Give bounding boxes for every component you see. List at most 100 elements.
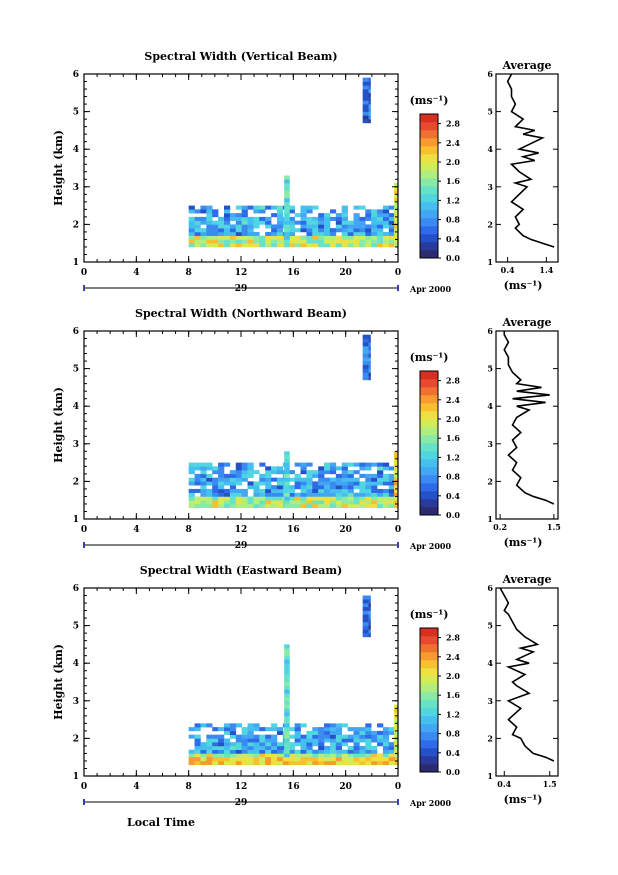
- heatmap-cell: [362, 107, 369, 112]
- heatmap-cell: [200, 470, 207, 475]
- heatmap-cell: [271, 231, 278, 236]
- heatmap-cell: [329, 481, 337, 486]
- heatmap-cell: [353, 239, 360, 244]
- colorbar-tick-label: 2.4: [446, 652, 460, 662]
- heatmap-cell: [324, 216, 331, 221]
- heatmap-cell: [253, 760, 260, 766]
- heatmap-cell: [329, 503, 337, 509]
- heatmap-cell: [362, 96, 369, 101]
- x-tick-label: 0: [395, 782, 401, 792]
- heatmap-cell: [271, 723, 278, 728]
- heatmap-cell: [324, 496, 331, 501]
- colorbar-tick-label: 1.2: [446, 709, 460, 719]
- heatmap-cell: [212, 213, 219, 218]
- heatmap-cell: [371, 216, 378, 221]
- heatmap-cell: [382, 760, 390, 766]
- heatmap-cell: [253, 209, 260, 214]
- heatmap-cell: [253, 745, 260, 750]
- heatmap-cell: [394, 727, 399, 732]
- heatmap-cell: [206, 760, 213, 766]
- heatmap-cell: [329, 216, 337, 221]
- heatmap-cell: [253, 470, 260, 475]
- heatmap-cell: [306, 757, 313, 762]
- heatmap-cell: [394, 458, 399, 463]
- heatmap-cell: [218, 757, 225, 762]
- heatmap-cell: [318, 745, 325, 750]
- heatmap-cell: [294, 228, 301, 233]
- heatmap-cell: [371, 481, 378, 486]
- heatmap-cell: [359, 220, 366, 225]
- heatmap-cell: [265, 734, 272, 739]
- heatmap-cell: [368, 618, 371, 623]
- heatmap-cell: [341, 231, 348, 236]
- heatmap-cell: [362, 361, 369, 366]
- heatmap-cell: [382, 745, 390, 750]
- x-tick-label: 20: [339, 525, 352, 535]
- heatmap-cell: [276, 220, 284, 225]
- heatmap-cell: [353, 760, 360, 766]
- heatmap-cell: [329, 488, 337, 493]
- heatmap-cell: [188, 488, 195, 493]
- heatmap-cell: [312, 473, 319, 478]
- heatmap-cell: [306, 470, 313, 475]
- heatmap-cell: [253, 205, 260, 210]
- heatmap-cell: [362, 629, 369, 634]
- heatmap-cell: [284, 503, 290, 509]
- heatmap-cell: [276, 466, 284, 471]
- heatmap-cell: [200, 231, 207, 236]
- heatmap-cell: [235, 749, 242, 754]
- panel-3: Spectral Width (Eastward Beam) Height (km…: [52, 564, 559, 808]
- heatmap-cell: [206, 205, 213, 210]
- heatmap-cell: [347, 235, 354, 240]
- colorbar: (ms⁻¹) 0.0 0.4 0.8 1.2 1.6 2.0 2.4 2.8: [410, 351, 461, 520]
- colorbar-swatch: [420, 186, 438, 195]
- heatmap-cell: [276, 213, 284, 218]
- heatmap-cell: [218, 466, 225, 471]
- heatmap-cell: [194, 745, 201, 750]
- heatmap-cell: [235, 757, 242, 762]
- heatmap-cell: [394, 235, 399, 240]
- heatmap-cell: [212, 466, 219, 471]
- heatmap-cell: [306, 760, 313, 766]
- heatmap-cell: [259, 209, 266, 214]
- heatmap-cell: [324, 738, 331, 743]
- heatmap-cell: [362, 85, 369, 90]
- profile-title: Average: [501, 59, 551, 72]
- heatmap-cell: [206, 753, 213, 758]
- heatmap-cell: [284, 239, 290, 244]
- heatmap-cell: [229, 760, 237, 766]
- heatmap-cell: [368, 107, 371, 112]
- heatmap-cell: [284, 470, 290, 475]
- heatmap-cell: [200, 477, 207, 482]
- heatmap-cell: [341, 220, 348, 225]
- heatmap-cell: [223, 481, 231, 486]
- heatmap-cell: [229, 727, 237, 732]
- heatmap-cell: [223, 757, 231, 762]
- heatmap-cell: [300, 228, 307, 233]
- heatmap-cell: [247, 745, 254, 750]
- heatmap-cell: [382, 753, 390, 758]
- x-tick-label: 16: [287, 782, 300, 792]
- heatmap-cell: [265, 492, 272, 497]
- heatmap-cell: [284, 651, 290, 656]
- heatmap-cell: [341, 753, 348, 758]
- panel-1: Spectral Width (Vertical Beam) Height (km…: [52, 50, 559, 294]
- heatmap-cell: [218, 742, 225, 747]
- heatmap-cell: [362, 357, 369, 362]
- heatmap-cell: [335, 496, 343, 501]
- heatmap-cell: [247, 220, 254, 225]
- heatmap-cell: [247, 753, 254, 758]
- heatmap-cell: [218, 216, 225, 221]
- heatmap-cell: [371, 496, 378, 501]
- heatmap-cell: [394, 749, 399, 754]
- heatmap-cell: [247, 485, 254, 490]
- heatmap-cell: [362, 338, 369, 343]
- heatmap-cell: [284, 466, 290, 471]
- x-tick-label: 20: [339, 268, 352, 278]
- heatmap-cell: [282, 760, 290, 766]
- heatmap-cell: [200, 205, 207, 210]
- heatmap-cell: [318, 224, 325, 229]
- heatmap-cell: [206, 228, 213, 233]
- heatmap-cell: [300, 243, 307, 248]
- heatmap-cell: [394, 757, 397, 762]
